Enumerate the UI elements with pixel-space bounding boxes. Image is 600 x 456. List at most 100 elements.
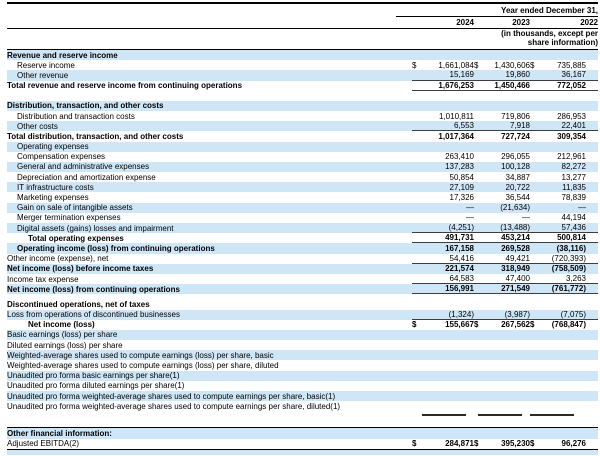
row-label: Net income (loss) before income taxes — [7, 264, 154, 274]
value-cell: 20,722 — [474, 182, 530, 192]
year-column-2022: 2022 — [580, 18, 598, 28]
dollar-sign: $ — [474, 320, 479, 330]
value-text: 34,887 — [505, 172, 530, 182]
row-label: Distribution and transaction costs — [17, 111, 135, 121]
value-cell: $1,661,084 — [412, 60, 474, 70]
proforma-underline-bars — [7, 411, 598, 419]
row-label: Total revenue and reserve income from co… — [7, 81, 243, 91]
value-cell: $155,667 — [412, 320, 474, 330]
value-cell: 34,887 — [474, 172, 530, 182]
row-values: $155,667 $267,562 $ (768,847) — [412, 320, 598, 330]
value-text: — — [578, 203, 586, 213]
value-cell: 54,416 — [412, 254, 474, 264]
value-cell: 1,017,364 — [412, 131, 474, 141]
row-label: Loss from operations of discontinued bus… — [7, 310, 180, 320]
row-values: 64,583 47,400 3,263 — [412, 274, 598, 285]
value-cell: 15,169 — [412, 70, 474, 81]
value-text: 11,835 — [562, 182, 586, 192]
underline-bar — [478, 414, 522, 417]
value-text: 1,661,084 — [438, 60, 474, 70]
value-cell: 156,991 — [412, 284, 474, 295]
table-row: Operating income (loss) from continuing … — [7, 243, 598, 254]
row-values: 17,326 36,544 78,839 — [412, 192, 598, 202]
value-text: 78,839 — [561, 193, 586, 203]
value-text: 263,410 — [445, 152, 474, 162]
table-row: Operating expenses — [7, 141, 598, 152]
value-cell: 57,436 — [530, 223, 598, 234]
value-cell: 6,553 — [412, 121, 474, 132]
row-label: Net income (loss) — [28, 320, 95, 330]
table-row: Depreciation and amortization expense 50,… — [7, 172, 598, 182]
value-text: (720,393) — [551, 253, 586, 263]
table-row: Unaudited pro forma basic earnings per s… — [7, 370, 598, 381]
value-text: 286,953 — [557, 111, 586, 121]
value-cell: $ (768,847) — [530, 320, 598, 330]
table-row: Discontinued operations, net of taxes — [7, 299, 598, 309]
row-values: $284,871 $395,230 $96,276 — [412, 439, 598, 449]
value-cell: 36,167 — [530, 70, 598, 81]
table-row: Marketing expenses 17,326 36,544 78,839 — [7, 192, 598, 202]
value-cell: 727,724 — [474, 131, 530, 141]
value-text: 1,017,364 — [438, 131, 474, 141]
row-values: 54,416 49,421 (720,393) — [412, 254, 598, 264]
row-values: 1,676,253 1,450,466 772,052 — [412, 81, 598, 91]
row-values: 15,169 19,860 36,167 — [412, 70, 598, 81]
underline-bar-cell — [412, 410, 474, 420]
value-cell: 286,953 — [530, 111, 598, 121]
value-text: 20,722 — [505, 182, 530, 192]
value-cell: 64,583 — [412, 274, 474, 285]
value-cell: $1,430,606 — [474, 60, 530, 70]
table-row: Revenue and reserve income — [7, 50, 598, 61]
table-row: Other costs 6,553 7,918 22,401 — [7, 121, 598, 132]
value-text: (38,116) — [556, 243, 586, 253]
value-cell: 49,421 — [474, 254, 530, 264]
row-spacer — [7, 419, 598, 429]
table-row: Other revenue 15,169 19,860 36,167 — [7, 70, 598, 81]
value-cell: 27,109 — [412, 182, 474, 192]
value-cell: 50,854 — [412, 172, 474, 182]
row-label: Depreciation and amortization expense — [17, 172, 156, 182]
value-cell: 271,549 — [474, 284, 530, 295]
value-cell: — — [530, 203, 598, 213]
row-label: Other revenue — [17, 70, 69, 80]
value-text: (13,488) — [500, 223, 530, 233]
value-cell: $267,562 — [474, 320, 530, 330]
value-cell: 47,400 — [474, 274, 530, 285]
value-text: 296,055 — [501, 152, 530, 162]
dollar-sign: $ — [412, 439, 417, 449]
value-cell: (21,634) — [474, 203, 530, 213]
value-cell: 7,918 — [474, 121, 530, 132]
table-row: Loss from operations of discontinued bus… — [7, 309, 598, 320]
value-text: 453,214 — [501, 233, 530, 243]
value-text: 13,277 — [561, 172, 586, 182]
table-row: Net income (loss) before income taxes 221… — [7, 263, 598, 274]
row-values: 1,017,364 727,724 309,354 — [412, 131, 598, 141]
value-text: 50,854 — [449, 172, 474, 182]
value-text: 22,401 — [561, 121, 586, 131]
value-text: 17,326 — [449, 193, 474, 203]
value-cell: 453,214 — [474, 233, 530, 244]
dollar-sign: $ — [530, 320, 535, 330]
value-cell: (13,488) — [474, 223, 530, 234]
value-text: 49,421 — [505, 253, 530, 263]
row-values: 221,574 318,949 (758,509) — [412, 264, 598, 274]
table-row: Income tax expense 64,583 47,400 3,263 — [7, 274, 598, 285]
value-text: 44,194 — [561, 213, 586, 223]
table-row: General and administrative expenses 137,2… — [7, 161, 598, 173]
value-cell: 719,806 — [474, 111, 530, 121]
value-cell: $284,871 — [412, 439, 474, 449]
value-cell: (3,987) — [474, 310, 530, 320]
row-label: Distribution, transaction, and other cos… — [7, 101, 164, 111]
value-text: — — [522, 213, 530, 223]
units-note: (in thousands, except per share informat… — [501, 29, 598, 47]
value-cell: $96,276 — [530, 439, 598, 449]
row-label: Compensation expenses — [17, 152, 106, 162]
row-label: Income tax expense — [7, 274, 79, 284]
underline-bar-cell — [530, 410, 598, 420]
row-label: General and administrative expenses — [17, 162, 150, 172]
value-text: 212,961 — [557, 152, 586, 162]
value-cell: 167,158 — [412, 243, 474, 253]
table-row: Distribution and transaction costs 1,010,… — [7, 111, 598, 121]
value-cell: 11,835 — [530, 182, 598, 192]
